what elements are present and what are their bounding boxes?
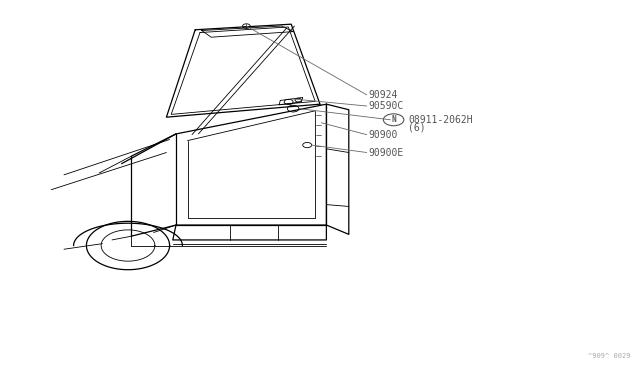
Text: ^909^ 0029: ^909^ 0029 [588, 353, 630, 359]
Text: 08911-2062H: 08911-2062H [408, 115, 473, 125]
Text: 90900E: 90900E [368, 148, 403, 157]
Text: (6): (6) [408, 122, 426, 132]
Text: 90590C: 90590C [368, 101, 403, 111]
Text: N: N [391, 115, 396, 124]
Text: 90924: 90924 [368, 90, 397, 100]
Text: 90900: 90900 [368, 130, 397, 140]
